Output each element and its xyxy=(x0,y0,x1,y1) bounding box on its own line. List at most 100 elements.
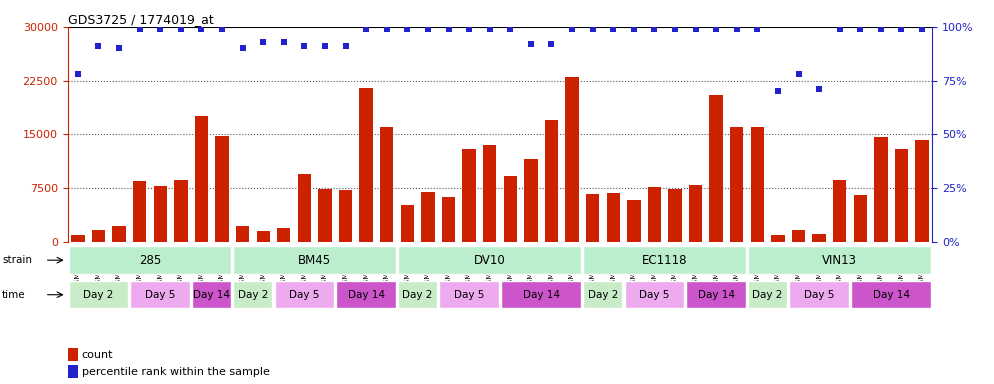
FancyBboxPatch shape xyxy=(789,281,849,308)
Point xyxy=(152,26,168,32)
Bar xyxy=(895,149,909,242)
Point xyxy=(894,26,910,32)
Bar xyxy=(874,137,888,242)
Text: Day 2: Day 2 xyxy=(403,290,432,300)
Bar xyxy=(380,127,394,242)
Bar xyxy=(441,197,455,242)
Text: Day 5: Day 5 xyxy=(289,290,319,300)
Text: Day 5: Day 5 xyxy=(639,290,670,300)
Point xyxy=(708,26,724,32)
FancyBboxPatch shape xyxy=(748,247,931,274)
Bar xyxy=(401,205,414,242)
Point xyxy=(173,26,189,32)
Point xyxy=(729,26,745,32)
Bar xyxy=(277,228,290,242)
Point xyxy=(131,26,147,32)
FancyBboxPatch shape xyxy=(439,281,499,308)
Text: DV10: DV10 xyxy=(474,254,506,266)
Text: Day 14: Day 14 xyxy=(523,290,560,300)
Bar xyxy=(812,234,826,242)
Point xyxy=(502,26,518,32)
Bar xyxy=(72,235,84,242)
Point xyxy=(626,26,642,32)
FancyBboxPatch shape xyxy=(398,247,581,274)
Text: Day 14: Day 14 xyxy=(348,290,385,300)
Bar xyxy=(689,185,703,242)
Text: GDS3725 / 1774019_at: GDS3725 / 1774019_at xyxy=(68,13,214,26)
Point xyxy=(749,26,765,32)
Point xyxy=(605,26,621,32)
Text: VIN13: VIN13 xyxy=(822,254,857,266)
Bar xyxy=(627,200,640,242)
Point xyxy=(584,26,600,32)
Text: 285: 285 xyxy=(139,254,161,266)
Text: Day 2: Day 2 xyxy=(587,290,618,300)
Text: Day 2: Day 2 xyxy=(752,290,783,300)
Text: Day 2: Day 2 xyxy=(83,290,113,300)
Point xyxy=(873,26,889,32)
Bar xyxy=(133,181,146,242)
Text: Day 14: Day 14 xyxy=(698,290,735,300)
Bar xyxy=(854,195,867,242)
Text: count: count xyxy=(82,349,113,359)
Bar xyxy=(339,190,352,242)
Bar xyxy=(606,193,620,242)
FancyBboxPatch shape xyxy=(686,281,746,308)
Point xyxy=(358,26,374,32)
Text: Day 2: Day 2 xyxy=(238,290,268,300)
Bar xyxy=(710,95,723,242)
Point xyxy=(276,39,292,45)
Bar xyxy=(545,120,559,242)
Bar xyxy=(421,192,434,242)
Bar xyxy=(524,159,538,242)
Bar xyxy=(771,235,784,242)
Bar xyxy=(236,226,249,242)
FancyBboxPatch shape xyxy=(583,281,622,308)
FancyBboxPatch shape xyxy=(192,281,232,308)
Point xyxy=(255,39,271,45)
Point xyxy=(90,43,106,49)
FancyBboxPatch shape xyxy=(234,281,272,308)
Text: Day 5: Day 5 xyxy=(145,290,175,300)
Text: percentile rank within the sample: percentile rank within the sample xyxy=(82,367,269,377)
Point xyxy=(440,26,456,32)
Point xyxy=(111,45,127,51)
Text: Day 14: Day 14 xyxy=(873,290,910,300)
FancyBboxPatch shape xyxy=(398,281,437,308)
Point xyxy=(482,26,498,32)
Point xyxy=(523,41,539,47)
Point xyxy=(317,43,333,49)
Text: Day 5: Day 5 xyxy=(804,290,834,300)
Text: Day 14: Day 14 xyxy=(193,290,231,300)
Point xyxy=(565,26,580,32)
Point xyxy=(811,86,827,92)
Bar xyxy=(195,116,208,242)
FancyBboxPatch shape xyxy=(274,281,334,308)
Bar xyxy=(68,348,78,361)
Bar xyxy=(153,186,167,242)
Point xyxy=(790,71,806,77)
Point xyxy=(296,43,312,49)
Bar xyxy=(483,145,496,242)
Bar xyxy=(566,77,579,242)
Point xyxy=(667,26,683,32)
Bar xyxy=(668,189,682,242)
Point xyxy=(379,26,395,32)
FancyBboxPatch shape xyxy=(69,247,232,274)
Point xyxy=(853,26,869,32)
Bar xyxy=(504,176,517,242)
Point xyxy=(914,26,930,32)
Point xyxy=(214,26,230,32)
Point xyxy=(688,26,704,32)
Point xyxy=(235,45,250,51)
Text: BM45: BM45 xyxy=(298,254,331,266)
Point xyxy=(461,26,477,32)
Bar xyxy=(68,365,78,379)
Bar xyxy=(915,140,928,242)
Text: strain: strain xyxy=(2,255,32,265)
Text: EC1118: EC1118 xyxy=(642,254,688,266)
Bar xyxy=(648,187,661,242)
FancyBboxPatch shape xyxy=(851,281,931,308)
Point xyxy=(419,26,435,32)
Bar xyxy=(792,230,805,242)
